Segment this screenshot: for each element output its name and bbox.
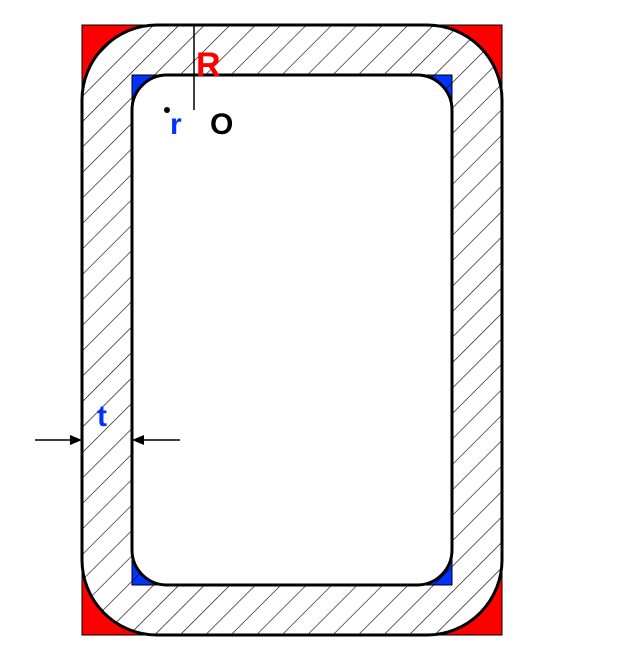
label-thickness: t — [97, 400, 107, 434]
label-outer-radius: R — [196, 46, 221, 85]
t-arrow-left — [70, 435, 82, 445]
inner-rounded-fill — [132, 75, 452, 585]
cross-section-diagram — [0, 0, 640, 667]
label-centroid: O — [210, 108, 233, 142]
label-inner-radius: r — [170, 108, 182, 142]
